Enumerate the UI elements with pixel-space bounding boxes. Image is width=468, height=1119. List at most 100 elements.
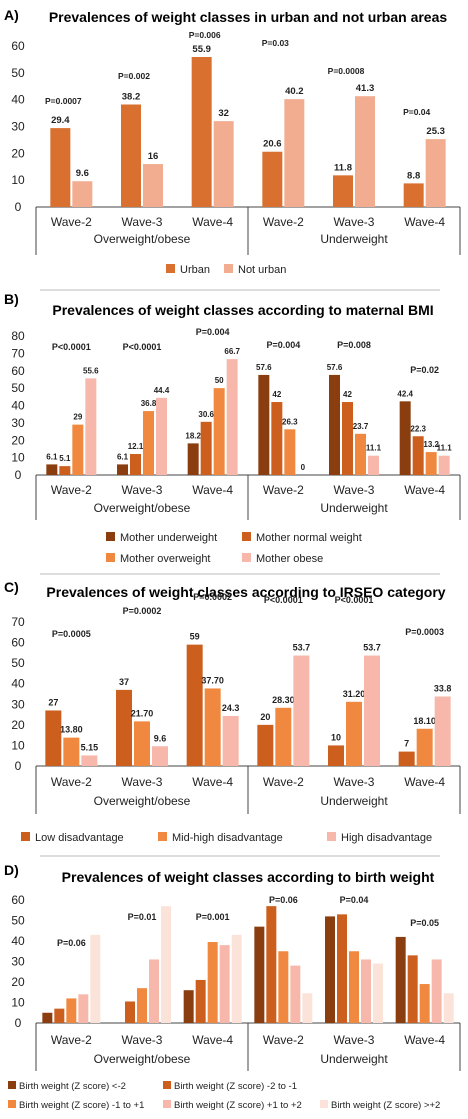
legend-label-mother-overweight: Mother overweight — [120, 553, 211, 565]
data-label: 66.7 — [224, 347, 240, 356]
group-label: Overweight/obese — [94, 232, 191, 246]
bar — [293, 655, 310, 766]
legend-label-bw-lt-minus2: Birth weight (Z score) <-2 — [19, 1081, 126, 1092]
data-label: 57.6 — [327, 363, 343, 372]
category-label: Wave-2 — [51, 215, 92, 229]
panel-b-plot: 0 10 20 30 40 50 60 70 80 6.1 6.1 18.2 57.6 57.6 42.4 5… — [11, 327, 461, 520]
data-label: 29 — [73, 413, 82, 422]
bar — [325, 916, 335, 1023]
p-value-label: P=0.0008 — [328, 66, 365, 76]
bar — [46, 464, 58, 475]
bar — [226, 359, 238, 475]
panel-d-title: Prevalences of weight classes according … — [62, 869, 435, 885]
y-tick-label: 0 — [15, 200, 22, 214]
p-value-label: P=0.0002 — [123, 606, 162, 616]
bar — [134, 721, 150, 766]
data-label: 11.8 — [334, 162, 352, 173]
bar — [416, 728, 433, 766]
y-tick-label: 30 — [11, 416, 25, 430]
data-label: 25.3 — [426, 126, 445, 137]
p-value-label: P=0.06 — [57, 938, 86, 948]
y-tick-label: 70 — [11, 615, 25, 629]
data-label: 8.8 — [407, 170, 420, 181]
data-label: 37.70 — [201, 675, 224, 685]
legend-label-bw-minus2-to-minus1: Birth weight (Z score) -2 to -1 — [174, 1081, 297, 1092]
category-label: Wave-2 — [51, 1033, 92, 1047]
p-value-label: P=0.006 — [189, 30, 221, 40]
y-tick-label: 20 — [11, 718, 25, 732]
panel-b-title: Prevalences of weight classes according … — [52, 302, 433, 318]
data-label: 6.1 — [117, 452, 129, 461]
bar — [329, 374, 340, 475]
bar — [258, 374, 270, 475]
data-label: 30.6 — [198, 410, 214, 419]
bar — [195, 979, 206, 1023]
group-label: Overweight/obese — [94, 501, 191, 515]
p-value-label: P=0.004 — [196, 327, 230, 337]
data-label: 50 — [215, 376, 224, 385]
bar — [412, 436, 424, 475]
data-label: 5.1 — [59, 454, 71, 463]
category-label: Wave-2 — [263, 1033, 304, 1047]
legend-swatch-bw-plus1-to-plus2 — [163, 1100, 171, 1108]
p-value-label: P<0.0001 — [52, 342, 91, 352]
panel-a: A) Prevalences of weight classes in urba… — [4, 7, 461, 291]
legend-label-bw-gt-plus2: Birth weight (Z score) >+2 — [331, 1100, 440, 1111]
bar — [152, 746, 168, 766]
y-tick-label: 40 — [11, 93, 25, 107]
data-label: 5.15 — [81, 742, 99, 752]
data-label: 20 — [260, 712, 270, 722]
bar — [121, 104, 141, 207]
data-label: 59 — [190, 632, 200, 642]
legend-swatch-mother-obese — [242, 553, 251, 562]
legend-label-high-disadvantage: High disadvantage — [341, 832, 432, 844]
panel-a-plot: 0 10 20 30 40 50 60 29.4 38.2 55.9 20.6 11.8 8.8 9.6 1… — [11, 30, 461, 255]
bar — [149, 959, 159, 1023]
bar — [284, 429, 296, 475]
y-tick-label: 30 — [11, 697, 25, 711]
group-label: Overweight/obese — [94, 794, 191, 808]
data-label: 53.7 — [293, 643, 311, 653]
category-label: Wave-3 — [334, 1033, 375, 1047]
y-tick-label: 50 — [11, 914, 25, 928]
bar — [395, 936, 406, 1023]
bar — [349, 951, 359, 1023]
data-label: 9.6 — [154, 733, 167, 743]
bar — [399, 401, 411, 475]
bar — [156, 397, 167, 475]
group-label: Underweight — [320, 501, 388, 515]
legend-swatch-not-urban — [224, 264, 233, 273]
p-value-label: P=0.06 — [269, 895, 298, 905]
y-tick-label: 40 — [11, 934, 25, 948]
p-value-label: P=0.004 — [266, 340, 300, 350]
legend-label-mother-obese: Mother obese — [256, 553, 323, 565]
bar — [434, 696, 451, 766]
panel-d-label: D) — [4, 862, 19, 878]
data-label: 37 — [119, 677, 129, 687]
y-tick-label: 10 — [11, 996, 25, 1010]
bar — [45, 710, 62, 766]
legend-swatch-urban — [166, 264, 175, 273]
bar — [407, 955, 418, 1023]
p-value-label: P=0.05 — [410, 918, 439, 928]
data-label: 41.3 — [356, 83, 375, 94]
p-value-label: P<0.0001 — [123, 342, 162, 352]
data-label: 32 — [218, 108, 229, 119]
legend-swatch-bw-gt-plus2 — [320, 1100, 328, 1108]
y-tick-label: 0 — [15, 759, 22, 773]
bar — [355, 96, 375, 207]
bar — [438, 455, 450, 475]
bar — [278, 951, 289, 1023]
bar — [231, 934, 242, 1023]
data-label: 18.2 — [185, 431, 201, 440]
data-label: 6.1 — [46, 452, 58, 461]
data-label: 44.4 — [154, 386, 170, 395]
y-tick-label: 40 — [11, 677, 25, 691]
bar — [72, 424, 84, 475]
category-label: Wave-2 — [263, 215, 304, 229]
y-tick-label: 80 — [11, 329, 25, 343]
y-tick-label: 50 — [11, 66, 25, 80]
data-label: 42.4 — [397, 389, 413, 398]
p-value-label: P<0.0001 — [264, 595, 303, 605]
